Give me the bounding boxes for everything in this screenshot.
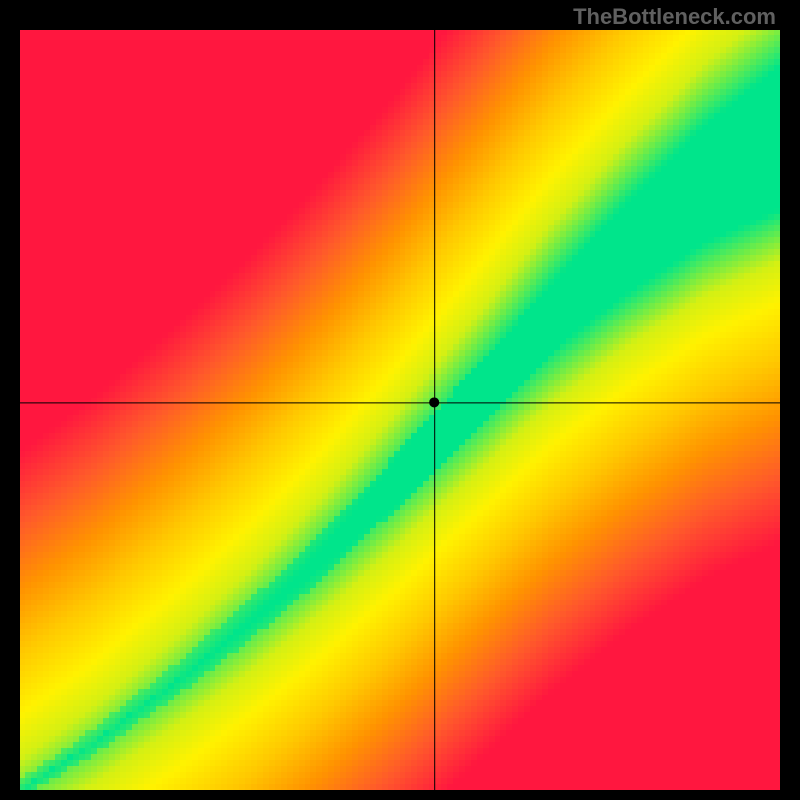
plot-area bbox=[20, 30, 780, 790]
watermark: TheBottleneck.com bbox=[573, 4, 776, 30]
bottleneck-heatmap bbox=[20, 30, 780, 790]
chart-container: TheBottleneck.com bbox=[0, 0, 800, 800]
